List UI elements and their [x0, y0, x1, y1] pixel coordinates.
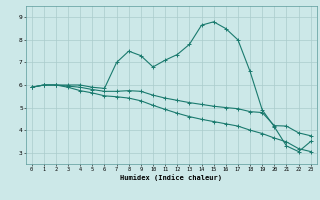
X-axis label: Humidex (Indice chaleur): Humidex (Indice chaleur)	[120, 174, 222, 181]
